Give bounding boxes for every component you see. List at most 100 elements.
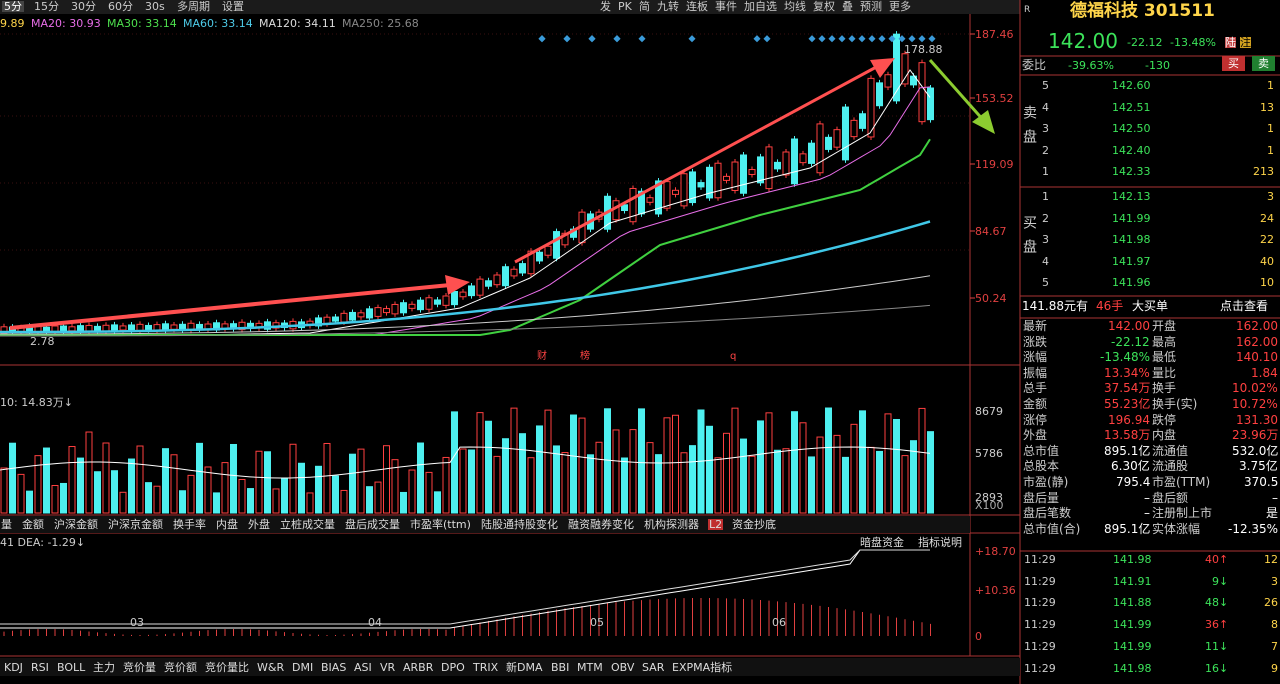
indicator-tab[interactable]: 立桩成交量: [280, 518, 335, 531]
candle-body: [714, 162, 722, 199]
candle-body: [808, 142, 815, 164]
macd-button[interactable]: 暗盘资金: [860, 536, 904, 549]
volume-bar: [43, 447, 50, 514]
bottom-tab[interactable]: 主力: [93, 661, 115, 674]
period-tab[interactable]: 设置: [222, 0, 244, 13]
volume-bar: [298, 462, 305, 514]
indicator-tab[interactable]: 量: [1, 518, 12, 531]
volume-axis-label: 2893: [975, 491, 1003, 504]
volume-bar: [927, 431, 934, 514]
indicator-tab[interactable]: 外盘: [248, 518, 270, 531]
candle-body: [799, 153, 807, 164]
level-price: 142.33: [1112, 165, 1151, 178]
indicator-tab[interactable]: 陆股通持股变化: [481, 518, 558, 531]
bottom-tab[interactable]: RSI: [31, 661, 49, 674]
volume-bar: [527, 457, 535, 514]
bottom-tab[interactable]: BOLL: [57, 661, 86, 674]
big-order-link[interactable]: 点击查看: [1220, 299, 1269, 313]
tool-button[interactable]: 发: [600, 0, 611, 13]
stat-value: 162.00: [1236, 334, 1278, 349]
bottom-tab[interactable]: 竞价量: [123, 661, 156, 674]
tool-button[interactable]: 事件: [715, 0, 737, 13]
volume-bar: [859, 410, 866, 514]
candle-body: [689, 171, 696, 204]
macd-button[interactable]: 指标说明: [918, 536, 962, 549]
tool-button[interactable]: 简: [639, 0, 650, 13]
candle-body: [816, 123, 824, 174]
signal-dot: [763, 35, 771, 43]
bottom-tab[interactable]: ARBR: [403, 661, 434, 674]
period-tab[interactable]: 15分: [34, 0, 59, 13]
stat-label: 最新: [1023, 319, 1048, 333]
period-tab[interactable]: 多周期: [177, 0, 210, 13]
bottom-tab[interactable]: VR: [380, 661, 396, 674]
stat-value: 131.30: [1236, 412, 1278, 427]
candle-body: [502, 266, 509, 287]
bottom-tab[interactable]: TRIX: [473, 661, 499, 674]
tool-button[interactable]: 更多: [889, 0, 911, 13]
candle-body: [629, 187, 637, 223]
macd-line: [0, 549, 930, 629]
indicator-tab[interactable]: 机构探测器: [644, 518, 699, 531]
volume-bar: [867, 446, 875, 514]
signal-dot: [818, 35, 826, 43]
bottom-tab[interactable]: 竞价额: [164, 661, 197, 674]
trade-price: 141.98: [1113, 553, 1152, 566]
bottom-tab[interactable]: SAR: [642, 661, 665, 674]
bottom-tab[interactable]: OBV: [611, 661, 635, 674]
indicator-tab[interactable]: 盘后成交量: [345, 518, 400, 531]
volume-bar: [60, 482, 67, 514]
tool-button[interactable]: 加自选: [744, 0, 777, 13]
bottom-tab[interactable]: BIAS: [321, 661, 347, 674]
indicator-tab[interactable]: 金额: [22, 518, 44, 531]
indicator-tab[interactable]: 市盈率(ttm): [410, 518, 471, 531]
tool-button[interactable]: 连板: [686, 0, 708, 13]
bottom-tab[interactable]: DPO: [441, 661, 465, 674]
ma-legend: MA120: 34.11: [259, 17, 336, 30]
indicator-tab[interactable]: L2: [708, 518, 724, 531]
indicator-tab[interactable]: 换手率: [173, 518, 206, 531]
period-tab[interactable]: 60分: [108, 0, 133, 13]
sell-button[interactable]: 卖: [1252, 56, 1275, 71]
bottom-tab[interactable]: ASI: [354, 661, 372, 674]
volume-bar: [723, 432, 730, 514]
volume-bar: [425, 471, 433, 514]
volume-bar: [196, 442, 203, 514]
trade-volume: 11↓: [1205, 639, 1229, 653]
indicator-tab[interactable]: 融资融券变化: [568, 518, 634, 531]
volume-bar: [510, 407, 518, 514]
period-tab[interactable]: 30分: [71, 0, 96, 13]
bottom-tab[interactable]: KDJ: [4, 661, 23, 674]
candle-body: [391, 303, 399, 315]
stat-value: 142.00: [1108, 319, 1150, 333]
bottom-tab[interactable]: W&R: [257, 661, 285, 674]
bottom-tab[interactable]: 新DMA: [506, 661, 543, 674]
stat-value: 895.1亿: [1104, 443, 1151, 458]
bottom-tab[interactable]: EXPMA指标: [672, 661, 733, 674]
bottom-tab[interactable]: MTM: [577, 661, 603, 674]
period-tab[interactable]: 30s: [145, 0, 165, 13]
tool-button[interactable]: 九转: [657, 0, 679, 13]
indicator-tab[interactable]: 沪深京金额: [108, 518, 163, 531]
bottom-tab[interactable]: DMI: [292, 661, 314, 674]
buy-button[interactable]: 买: [1222, 56, 1245, 71]
bottom-tab[interactable]: BBI: [551, 661, 570, 674]
indicator-tab[interactable]: 沪深金额: [54, 518, 98, 531]
volume-bar: [94, 471, 101, 514]
indicator-tab[interactable]: 内盘: [216, 518, 238, 531]
tool-button[interactable]: PK: [618, 0, 632, 13]
tool-button[interactable]: 复权: [813, 0, 835, 13]
period-tab[interactable]: 5分: [2, 0, 24, 13]
tool-button[interactable]: 叠: [842, 0, 853, 13]
tool-button[interactable]: 预测: [860, 0, 882, 13]
tool-button[interactable]: 均线: [784, 0, 806, 13]
ma-line: [0, 220, 931, 334]
bottom-tab[interactable]: 竞价量比: [205, 661, 249, 674]
stat-value: 196.94: [1108, 412, 1150, 427]
volume-bar: [366, 486, 373, 514]
volume-bar: [833, 434, 841, 514]
indicator-tab[interactable]: 资金抄底: [732, 518, 776, 531]
last-price: 142.00: [1048, 29, 1118, 53]
